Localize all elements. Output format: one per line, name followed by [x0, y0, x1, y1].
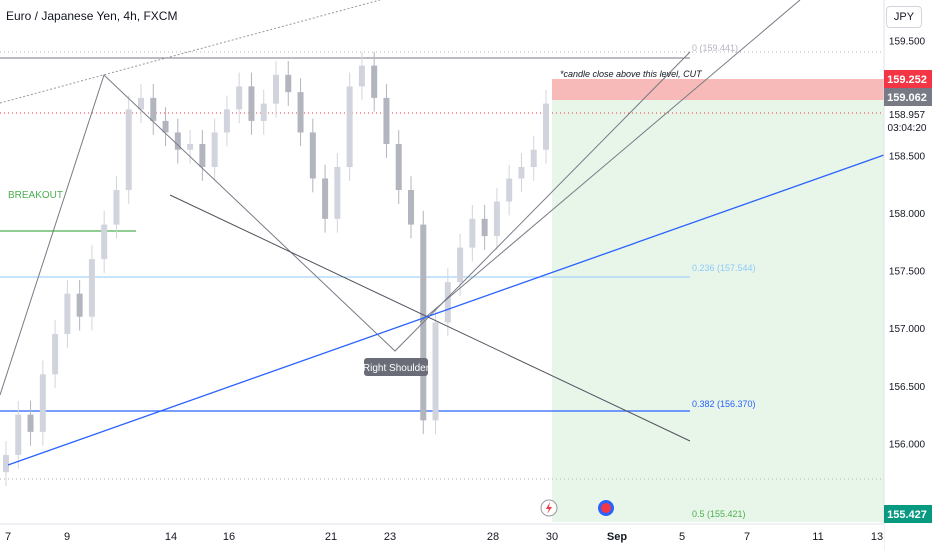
- candle-body: [27, 414, 34, 432]
- candle-body: [64, 293, 71, 334]
- x-tick-label: 21: [325, 531, 337, 543]
- candle-body: [432, 322, 439, 421]
- stop-loss-zone[interactable]: [552, 79, 884, 100]
- fib-0-label: 0 (159.441): [692, 43, 738, 53]
- countdown-timer: 03:04:20: [888, 123, 927, 134]
- stop-level-value: 159.252: [887, 74, 927, 86]
- candle-body: [187, 143, 194, 150]
- candle-body: [15, 414, 22, 455]
- candle-body: [383, 97, 390, 144]
- candle-body: [457, 247, 464, 283]
- candle-body: [481, 218, 488, 237]
- breakout-label: BREAKOUT: [8, 190, 63, 201]
- y-tick-label: 157.000: [889, 324, 926, 335]
- stop-note-label: *candle close above this level, CUT: [560, 69, 703, 79]
- candle-body: [285, 74, 292, 93]
- candle-body: [297, 92, 304, 133]
- take-profit-zone[interactable]: [552, 100, 884, 522]
- candle-body: [150, 97, 157, 121]
- candle-body: [260, 103, 267, 121]
- candle-body: [101, 224, 108, 260]
- y-tick-label: 158.500: [889, 151, 926, 162]
- candle-body: [408, 190, 414, 225]
- rising-diagonal-line[interactable]: [419, 0, 801, 323]
- currency-button[interactable]: JPY: [886, 6, 922, 28]
- candle-body: [3, 454, 9, 473]
- target-level-badge: 155.427: [884, 505, 932, 523]
- right-shoulder-tag[interactable]: Right Shoulder: [363, 358, 430, 376]
- candle-body: [493, 201, 500, 237]
- neckline[interactable]: [169, 194, 691, 442]
- x-tick-label: 28: [487, 531, 499, 543]
- economic-event-icon[interactable]: [598, 500, 614, 516]
- candle-body: [334, 166, 341, 219]
- ascending-trendline[interactable]: [7, 154, 885, 466]
- candle-body: [113, 190, 120, 225]
- candle-body: [236, 86, 243, 110]
- stop-level-badge: 159.252: [884, 70, 932, 88]
- candle-body: [358, 65, 365, 87]
- candle-body: [322, 178, 329, 219]
- y-tick-label: 156.000: [889, 439, 926, 450]
- lightning-icon[interactable]: [540, 499, 558, 517]
- y-tick-label: 156.500: [889, 382, 926, 393]
- candle-body: [518, 166, 525, 179]
- candle-body: [125, 109, 132, 191]
- candle-body: [469, 218, 476, 248]
- head-shoulders-line[interactable]: [0, 51, 691, 396]
- candle-body: [248, 86, 255, 121]
- prev-level-badge: 159.062: [884, 88, 932, 106]
- x-tick-label: 23: [384, 531, 396, 543]
- candle-body: [76, 293, 83, 317]
- target-level-value: 155.427: [887, 509, 927, 521]
- candle-body: [162, 120, 169, 133]
- right-shoulder-label: Right Shoulder: [363, 363, 430, 374]
- candle-body: [395, 143, 402, 191]
- candle-body: [273, 74, 279, 104]
- upper-channel-line[interactable]: [0, 0, 381, 104]
- x-tick-label: 30: [546, 531, 558, 543]
- x-tick-label: Sep: [607, 531, 627, 543]
- y-tick-label: 159.500: [889, 36, 926, 47]
- candle-body: [506, 178, 513, 202]
- fib-05-label: 0.5 (155.421): [692, 509, 746, 519]
- candle-body: [138, 97, 144, 110]
- x-tick-label: 9: [64, 531, 70, 543]
- candle-body: [88, 259, 95, 317]
- symbol-title: Euro / Japanese Yen, 4h, FXCM: [6, 9, 177, 23]
- x-tick-label: 11: [812, 531, 823, 543]
- candle-body: [309, 132, 316, 179]
- x-tick-label: 14: [165, 531, 177, 543]
- x-tick-label: 5: [679, 531, 685, 543]
- candle-body: [530, 149, 537, 167]
- x-tick-label: 16: [223, 531, 235, 543]
- fib-0382-label: 0.382 (156.370): [692, 399, 756, 409]
- candle-body: [199, 143, 206, 167]
- fib-0236-label: 0.236 (157.544): [692, 263, 756, 273]
- candle-body: [346, 86, 353, 167]
- x-tick-label: 13: [871, 531, 883, 543]
- candle-body: [211, 132, 218, 167]
- candle-body: [543, 103, 549, 150]
- prev-level-value: 159.062: [887, 92, 927, 104]
- time-axis[interactable]: [0, 524, 884, 550]
- candle-body: [39, 374, 46, 432]
- candle-body: [174, 132, 181, 150]
- candle-body: [52, 333, 59, 375]
- y-tick-label: 157.500: [889, 267, 926, 278]
- candlestick-series[interactable]: [3, 51, 549, 486]
- candle-body: [371, 65, 378, 98]
- x-tick-label: 7: [5, 531, 11, 543]
- y-tick-label: 158.000: [889, 209, 926, 220]
- candle-body: [223, 109, 230, 133]
- current-price-value: 158.957: [889, 110, 926, 121]
- x-tick-label: 7: [744, 531, 750, 543]
- candle-body: [444, 282, 451, 323]
